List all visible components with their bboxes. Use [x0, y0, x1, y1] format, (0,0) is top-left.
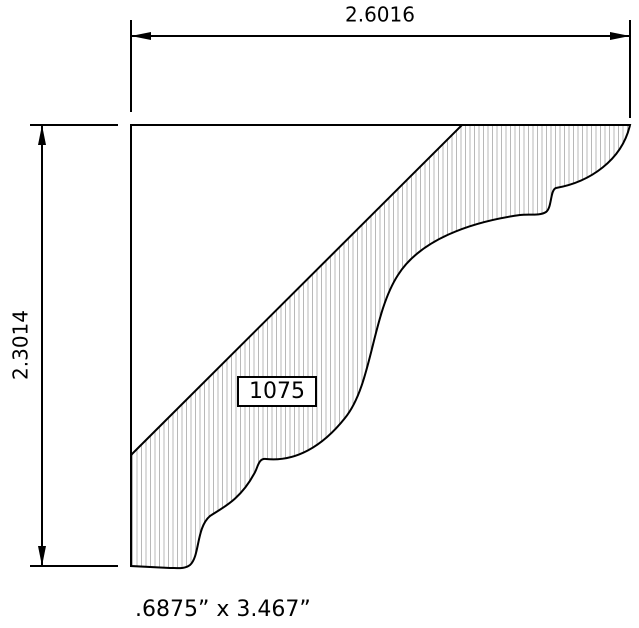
profile	[130, 124, 632, 570]
part-number-box	[237, 376, 317, 407]
hatch-fill	[131, 125, 630, 569]
profile-outline	[130, 124, 632, 570]
caption: .6875” x 3.467”	[135, 597, 311, 622]
part-number: 1075	[249, 379, 305, 404]
height-dimension: 2.3014	[9, 124, 118, 567]
width-label: 2.6016	[345, 3, 415, 27]
height-label: 2.3014	[9, 310, 33, 380]
width-dimension: 2.6016	[130, 3, 631, 118]
diagonal-edge	[130, 124, 463, 456]
